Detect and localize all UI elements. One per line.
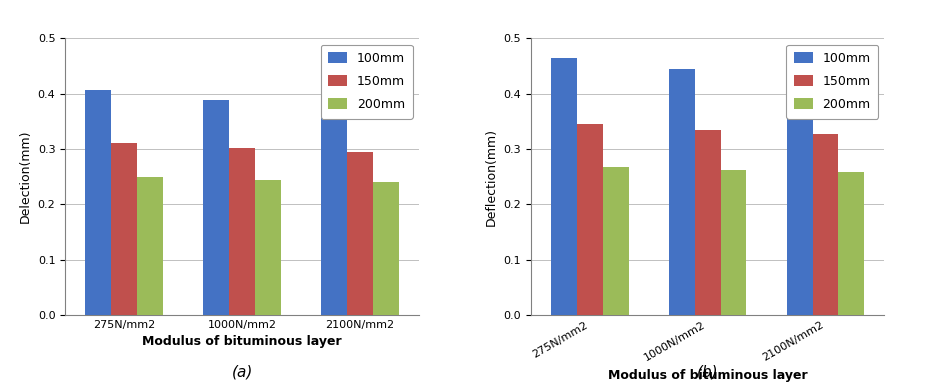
Y-axis label: Delection(mm): Delection(mm) [20, 130, 33, 223]
Bar [695, 130, 721, 315]
Bar [203, 100, 229, 315]
Bar [551, 58, 576, 315]
Bar [787, 74, 813, 315]
X-axis label: Modulus of bituminous layer: Modulus of bituminous layer [142, 335, 342, 348]
Bar [813, 134, 839, 315]
Bar [137, 177, 163, 315]
Bar [255, 180, 281, 315]
Bar [373, 182, 398, 315]
Text: (b): (b) [696, 364, 719, 379]
Legend: 100mm, 150mm, 200mm: 100mm, 150mm, 200mm [787, 45, 878, 119]
Bar [721, 170, 747, 315]
Bar [668, 69, 695, 315]
Bar [111, 143, 137, 315]
Bar [576, 124, 602, 315]
Bar [347, 152, 373, 315]
Text: (a): (a) [232, 364, 252, 379]
Bar [839, 172, 864, 315]
Bar [321, 107, 347, 315]
Bar [602, 167, 628, 315]
X-axis label: Modulus of bituminous layer: Modulus of bituminous layer [608, 369, 807, 382]
Bar [229, 149, 255, 315]
Bar [86, 90, 111, 315]
Legend: 100mm, 150mm, 200mm: 100mm, 150mm, 200mm [321, 45, 412, 119]
Y-axis label: Deflection(mm): Deflection(mm) [485, 127, 498, 226]
